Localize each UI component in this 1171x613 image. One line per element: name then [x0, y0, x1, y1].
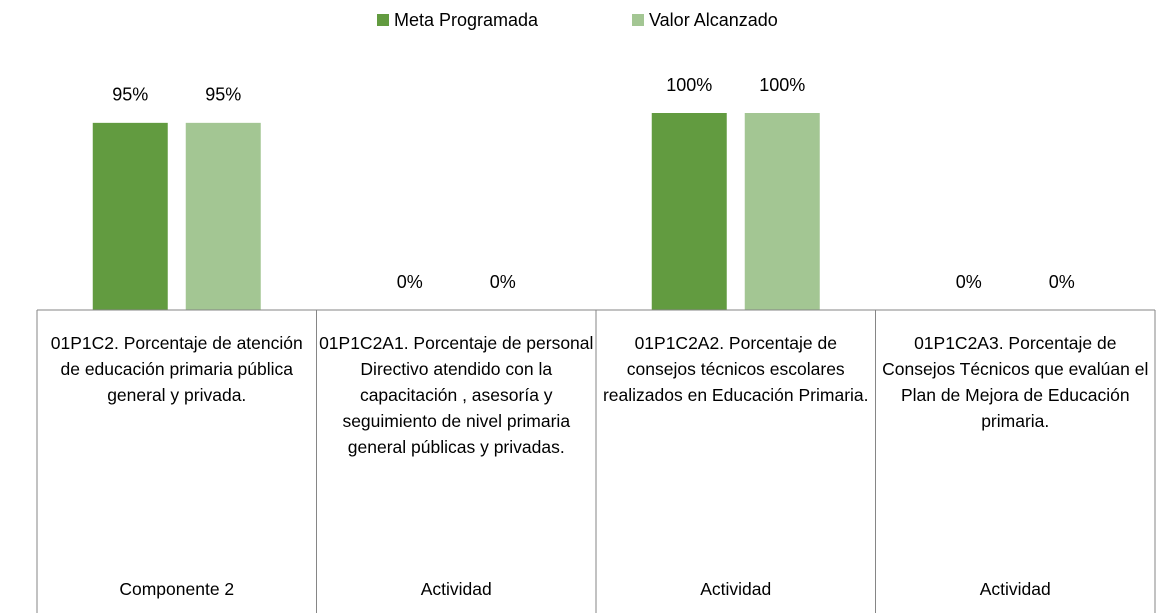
- bar: [92, 122, 168, 310]
- category-label: 01P1C2A2. Porcentaje de consejos técnico…: [602, 333, 869, 405]
- category-group-label: Componente 2: [119, 579, 235, 599]
- legend-label: Meta Programada: [394, 10, 539, 30]
- value-label: 95%: [112, 85, 148, 105]
- category-label: 01P1C2. Porcentaje de atención de educac…: [50, 333, 303, 405]
- value-label: 100%: [666, 75, 712, 95]
- value-label: 100%: [759, 75, 805, 95]
- bar: [651, 113, 727, 310]
- category-label: 01P1C2A1. Porcentaje de personal Directi…: [319, 333, 594, 457]
- category-group-label: Actividad: [420, 579, 492, 599]
- legend-label: Valor Alcanzado: [649, 10, 778, 30]
- value-label: 95%: [205, 85, 241, 105]
- bar: [185, 122, 261, 310]
- category-label: 01P1C2A3. Porcentaje de Consejos Técnico…: [882, 333, 1149, 431]
- category-group-label: Actividad: [700, 579, 772, 599]
- value-label: 0%: [490, 272, 516, 292]
- bar: [744, 113, 820, 310]
- value-label: 0%: [1049, 272, 1075, 292]
- legend-swatch: [377, 14, 389, 26]
- value-label: 0%: [397, 272, 423, 292]
- category-group-label: Actividad: [979, 579, 1051, 599]
- legend-swatch: [632, 14, 644, 26]
- value-label: 0%: [956, 272, 982, 292]
